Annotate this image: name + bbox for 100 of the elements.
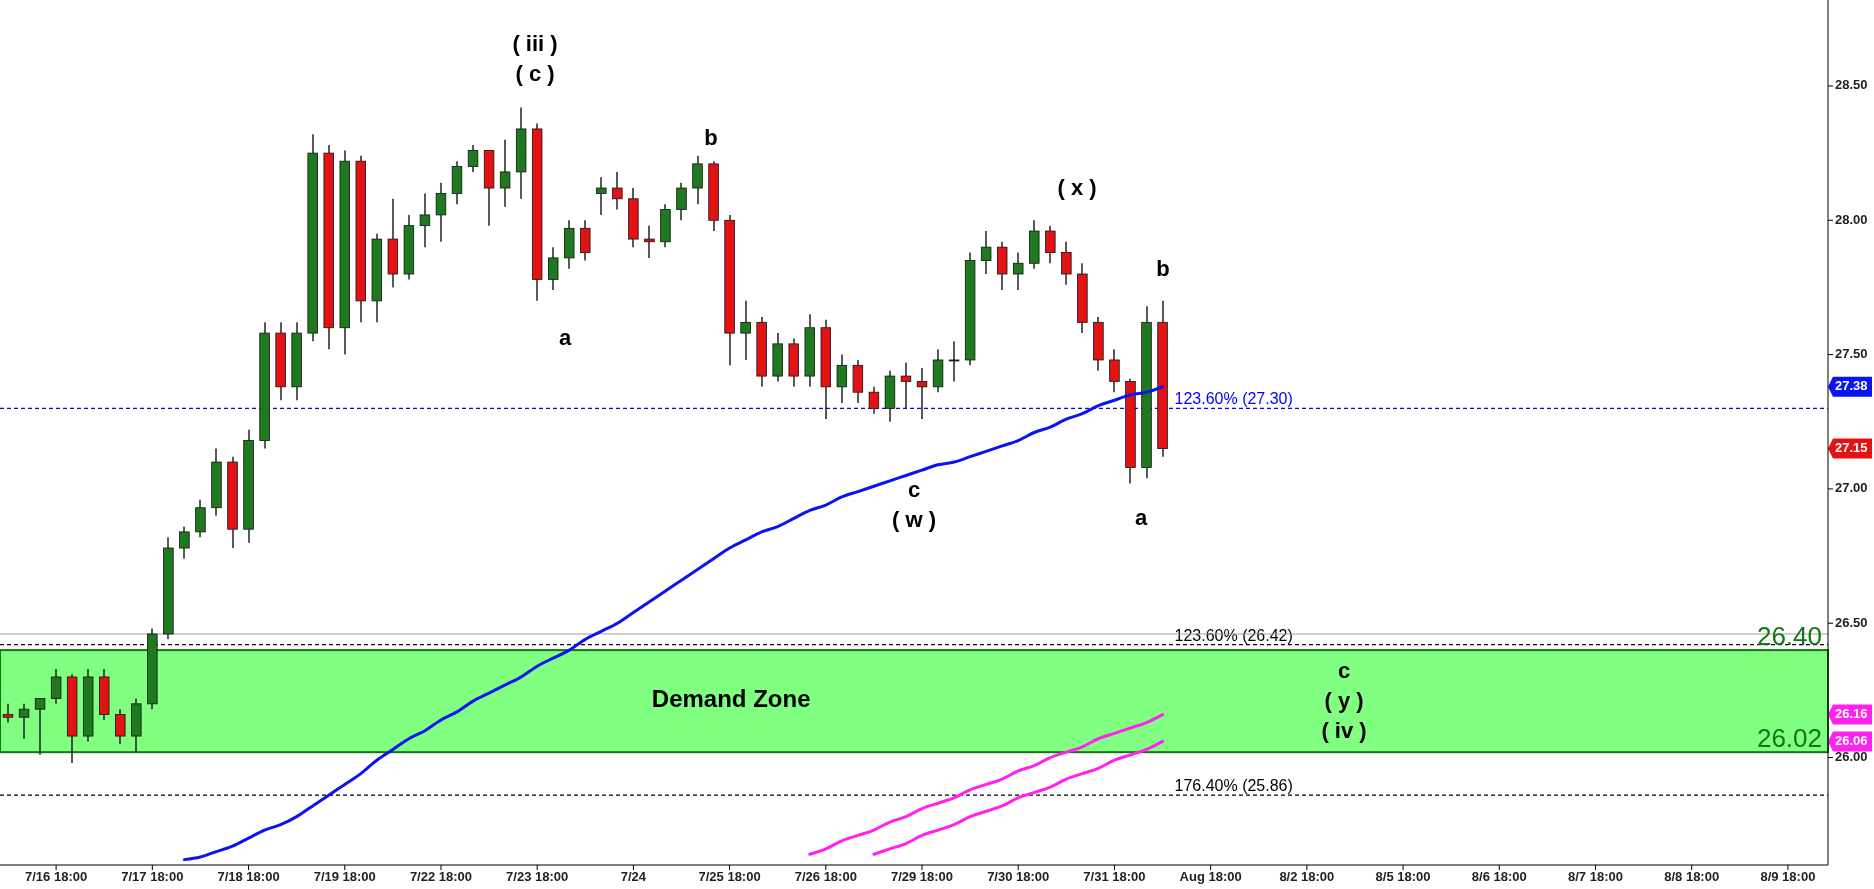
candlestick <box>50 668 62 705</box>
candlestick <box>724 214 735 367</box>
candlestick <box>355 155 366 324</box>
candlestick <box>419 192 431 248</box>
candlestick <box>387 198 399 289</box>
candlestick <box>564 219 575 270</box>
annotation: ( x ) <box>1057 174 1097 200</box>
candlestick <box>515 106 527 200</box>
candlestick <box>836 353 848 404</box>
x-tick-label: 8/7 18:00 <box>1568 869 1623 884</box>
x-tick-label: 7/24 <box>620 869 647 884</box>
x-tick-label: 7/25 18:00 <box>698 869 761 884</box>
candlestick <box>1141 305 1152 479</box>
candlestick <box>980 230 992 275</box>
annotation: b <box>704 124 718 150</box>
candlestick <box>884 369 896 423</box>
candlestick <box>339 149 350 356</box>
candlestick <box>852 359 864 404</box>
line-series <box>808 713 1165 856</box>
candlestick <box>596 176 607 216</box>
candlestick <box>1061 241 1072 286</box>
x-tick-label: 8/2 18:00 <box>1279 869 1335 884</box>
candlestick <box>243 429 254 544</box>
candlestick <box>996 241 1008 291</box>
ref-line-label: 176.40% (25.86) <box>1174 777 1293 795</box>
candlestick <box>916 367 928 420</box>
candlestick <box>740 300 751 361</box>
annotation: 26.16 <box>1835 706 1868 721</box>
annotation: 26.40 <box>1756 621 1822 652</box>
candlestick <box>291 321 302 402</box>
candlestick <box>756 316 767 388</box>
candlestick <box>227 455 238 549</box>
candlestick <box>131 697 142 753</box>
x-tick-label: 7/17 18:00 <box>121 869 184 884</box>
candlestick <box>1045 224 1056 265</box>
annotation: 27.15 <box>1835 440 1868 456</box>
y-tick-label: 28.50 <box>1835 77 1868 93</box>
y-tick-label: 27.00 <box>1835 480 1868 496</box>
candlestick <box>804 313 815 388</box>
candlestick <box>628 187 639 248</box>
candlestick <box>820 318 832 420</box>
candlestick <box>147 627 158 710</box>
candlestick <box>275 321 286 402</box>
x-tick-label: 7/19 18:00 <box>313 869 376 884</box>
ref-line-label: 123.60% (27.30) <box>1174 390 1293 408</box>
candlestick <box>580 219 591 262</box>
candlestick <box>692 155 703 205</box>
candlestick <box>307 133 318 342</box>
annotation: a <box>1134 504 1148 530</box>
candlestick <box>612 171 623 211</box>
candlestick <box>499 138 511 208</box>
annotation: 26.02 <box>1756 723 1822 754</box>
candlestick <box>1029 219 1040 270</box>
candlestick <box>211 447 222 517</box>
annotation: 26.06 <box>1835 732 1868 748</box>
candlestick <box>660 203 671 248</box>
candlestick <box>676 181 687 222</box>
candlestick <box>195 498 206 539</box>
candlestick <box>18 703 30 740</box>
y-tick-label: 26.00 <box>1835 748 1868 764</box>
candlestick <box>403 214 415 281</box>
x-tick-label: 7/29 18:00 <box>890 869 954 884</box>
candlestick <box>1013 251 1024 291</box>
candlestick <box>548 246 559 291</box>
annotation: c ( y ) ( iv ) <box>1321 657 1367 743</box>
candlestick <box>1157 300 1168 458</box>
y-tick-label: 27.50 <box>1835 346 1868 362</box>
annotation: 27.38 <box>1835 378 1868 394</box>
x-tick-label: 7/31 18:00 <box>1083 869 1146 884</box>
candlestick <box>323 144 334 350</box>
candlestick <box>435 181 447 243</box>
candlestick <box>788 337 799 388</box>
ref-line-label: 123.60% (26.42) <box>1174 626 1293 644</box>
candlestick <box>66 673 78 764</box>
candlestick <box>964 251 976 367</box>
x-tick-label: 7/23 18:00 <box>506 869 569 884</box>
line-series <box>872 739 1165 856</box>
x-tick-label: 7/22 18:00 <box>409 869 473 884</box>
candlestick <box>115 708 126 745</box>
candlestick <box>179 525 190 560</box>
x-tick-label: 8/9 18:00 <box>1760 869 1816 884</box>
annotation: a <box>558 324 572 350</box>
candlestick <box>948 340 960 383</box>
line-series <box>182 385 1165 862</box>
candlestick <box>868 386 880 415</box>
y-tick-label: 28.00 <box>1835 211 1868 227</box>
candlestick <box>1125 378 1136 485</box>
candlestick <box>900 361 912 410</box>
annotation: c ( w ) <box>892 476 936 532</box>
annotation: b <box>1156 255 1170 281</box>
band-label: Demand Zone <box>651 685 811 713</box>
x-tick-label: 7/26 18:00 <box>794 869 857 884</box>
candlestick <box>1093 316 1104 372</box>
candlestick <box>99 668 110 721</box>
x-tick-label: 8/5 18:00 <box>1375 869 1431 884</box>
y-tick-label: 26.50 <box>1835 614 1868 630</box>
candlestick <box>163 536 174 641</box>
x-tick-label: 7/16 18:00 <box>25 869 88 884</box>
annotation: ( iii ) ( c ) <box>512 30 558 86</box>
candlestick <box>531 122 543 302</box>
